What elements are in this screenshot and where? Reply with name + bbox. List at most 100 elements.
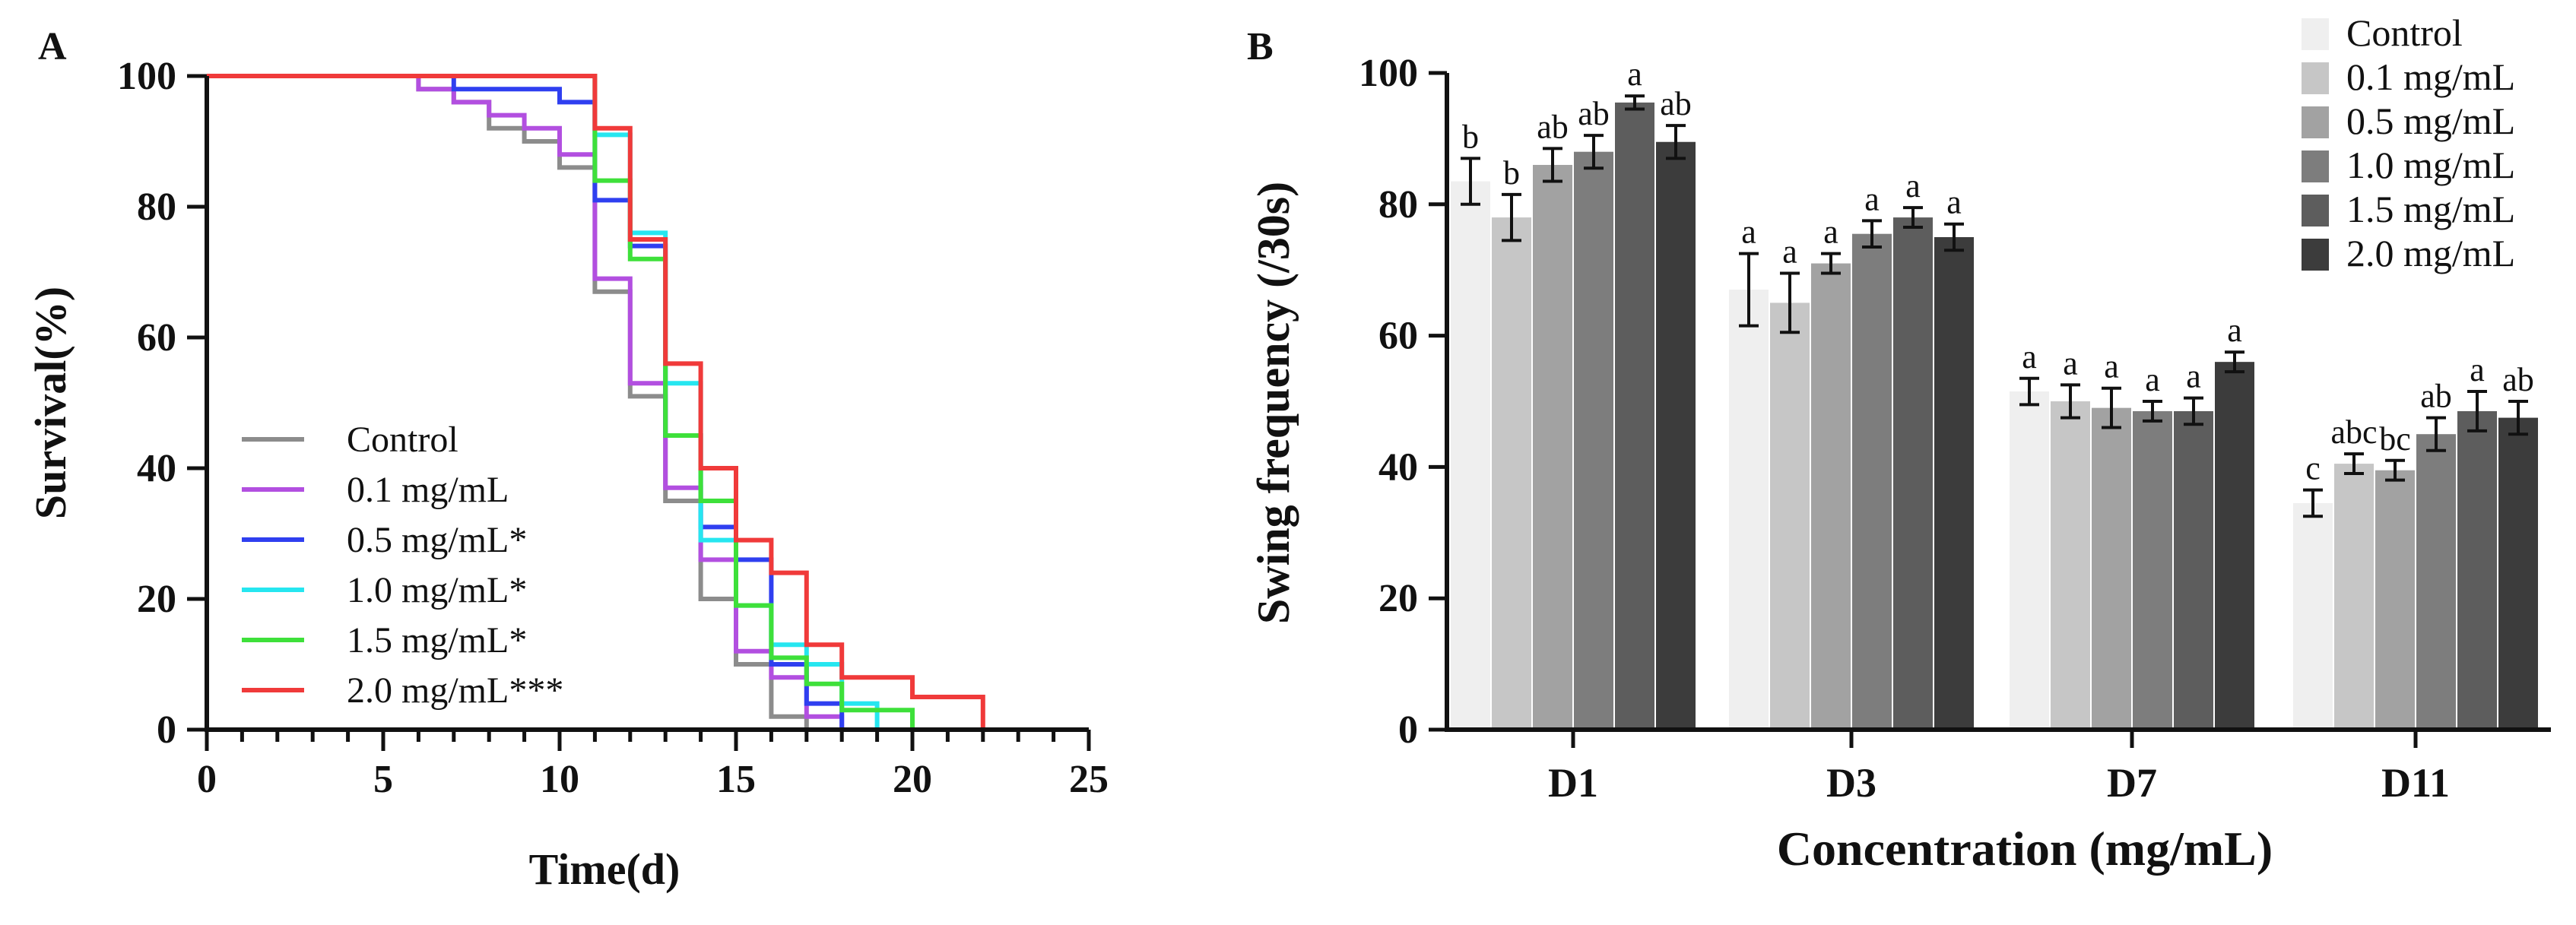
- legend-swatch: [2302, 106, 2329, 138]
- x-tick-label: D3: [1826, 760, 1876, 806]
- significance-label: a: [1864, 180, 1880, 217]
- significance-label: b: [1503, 154, 1520, 192]
- y-tick-label: 60: [1378, 315, 1418, 358]
- legend-swatch: [2302, 150, 2329, 182]
- x-axis-title: Time(d): [529, 844, 680, 894]
- significance-label: a: [2227, 312, 2242, 349]
- significance-label: a: [2022, 338, 2037, 375]
- x-tick-label: D7: [2107, 760, 2157, 806]
- bar-d7-2: [2092, 407, 2131, 730]
- significance-label: a: [1627, 55, 1642, 93]
- x-tick-label: 20: [893, 758, 932, 801]
- bar-d1-3: [1574, 151, 1613, 730]
- significance-label: a: [2063, 344, 2078, 382]
- bar-d1-5: [1656, 141, 1696, 730]
- bar-d7-1: [2051, 401, 2090, 730]
- significance-label: a: [1905, 167, 1921, 204]
- y-tick-label: 40: [1378, 445, 1418, 489]
- survival-line-5: [207, 74, 985, 730]
- bar-d7-5: [2215, 362, 2254, 730]
- bar-d3-0: [1729, 290, 1769, 730]
- x-tick-label: 25: [1069, 758, 1109, 801]
- bar-d11-1: [2334, 464, 2374, 730]
- significance-label: ab: [2502, 361, 2534, 398]
- bar-d11-0: [2293, 502, 2333, 730]
- x-axis-title: Concentration (mg/mL): [1777, 822, 2273, 876]
- legend-label: 1.0 mg/mL: [2346, 144, 2515, 186]
- significance-label: a: [2186, 358, 2201, 395]
- y-axis-title: Swing frequency (/30s): [1248, 182, 1299, 624]
- legend-label: 0.1 mg/mL: [347, 470, 509, 510]
- y-tick-label: 100: [1359, 52, 1418, 95]
- bar-d3-1: [1770, 303, 1810, 730]
- bar-d1-2: [1533, 164, 1572, 730]
- bar-d1-1: [1492, 217, 1531, 730]
- y-tick-label: 0: [1398, 708, 1418, 752]
- y-tick-label: 80: [137, 185, 176, 229]
- x-tick-label: D11: [2381, 760, 2450, 806]
- significance-label: abc: [2330, 413, 2377, 451]
- bar-d3-2: [1811, 263, 1851, 730]
- legend-label: 1.5 mg/mL: [2346, 188, 2515, 230]
- bar-d3-3: [1852, 233, 1892, 730]
- legend-swatch: [2302, 18, 2329, 50]
- bar-d3-5: [1934, 237, 1974, 730]
- x-tick-label: 10: [540, 758, 579, 801]
- x-tick-label: 15: [716, 758, 756, 801]
- significance-label: ab: [1578, 95, 1610, 132]
- survival-line-3: [207, 74, 880, 730]
- legend-swatch: [2302, 62, 2329, 94]
- legend-label: Control: [347, 420, 458, 460]
- panel-label-b: B: [1247, 25, 1274, 68]
- bar-d7-4: [2174, 410, 2213, 730]
- bar-d11-5: [2498, 417, 2538, 730]
- significance-label: b: [1462, 118, 1479, 155]
- x-tick-label: D1: [1548, 760, 1598, 806]
- legend-label: 1.0 mg/mL*: [347, 570, 527, 610]
- significance-label: a: [2104, 348, 2119, 385]
- y-tick-label: 60: [137, 316, 176, 360]
- legend-label: 0.1 mg/mL: [2346, 55, 2515, 98]
- y-axis-title: Survival(%): [26, 287, 75, 519]
- significance-label: c: [2305, 450, 2321, 487]
- bar-d11-2: [2375, 470, 2415, 730]
- legend: Control 0.1 mg/mL 0.5 mg/mL* 1.0 mg/mL* 1.5 …: [242, 420, 563, 711]
- legend-label: 0.5 mg/mL: [2346, 100, 2515, 142]
- significance-label: a: [1782, 233, 1797, 271]
- bar-d7-3: [2133, 410, 2172, 730]
- bar-d7-0: [2010, 391, 2049, 730]
- legend-label: 2.0 mg/mL: [2346, 232, 2515, 274]
- x-tick-label: 0: [197, 758, 217, 801]
- legend-label: 0.5 mg/mL*: [347, 520, 527, 560]
- survival-chart: A 0 5 10 15 20 25 0 20 40 60 80 100 Time(d) Surviva…: [26, 25, 1109, 894]
- significance-label: a: [2145, 361, 2160, 398]
- bar-d11-3: [2416, 434, 2456, 730]
- y-tick-label: 40: [137, 447, 176, 490]
- legend-label: 2.0 mg/mL***: [347, 670, 563, 711]
- significance-label: ab: [1660, 85, 1692, 122]
- significance-label: a: [1823, 214, 1838, 251]
- survival-line-1: [207, 74, 845, 730]
- legend-swatch: [2302, 195, 2329, 226]
- legend-label: Control: [2346, 11, 2463, 54]
- significance-label: ab: [2420, 378, 2452, 415]
- bar-d1-4: [1615, 102, 1654, 730]
- y-tick-label: 0: [157, 708, 176, 752]
- significance-label: a: [2470, 351, 2485, 388]
- significance-label: a: [1946, 184, 1962, 221]
- significance-label: bc: [2379, 420, 2411, 458]
- y-tick-label: 20: [1378, 577, 1418, 620]
- bar-d1-0: [1451, 181, 1490, 730]
- legend-label: 1.5 mg/mL*: [347, 620, 527, 660]
- y-tick-label: 80: [1378, 183, 1418, 226]
- y-tick-label: 100: [117, 55, 176, 98]
- panel-label-a: A: [38, 25, 67, 68]
- bar-d3-4: [1893, 217, 1933, 730]
- y-tick-label: 20: [137, 578, 176, 621]
- significance-label: ab: [1537, 108, 1569, 145]
- significance-label: a: [1741, 214, 1756, 251]
- legend-swatch: [2302, 239, 2329, 271]
